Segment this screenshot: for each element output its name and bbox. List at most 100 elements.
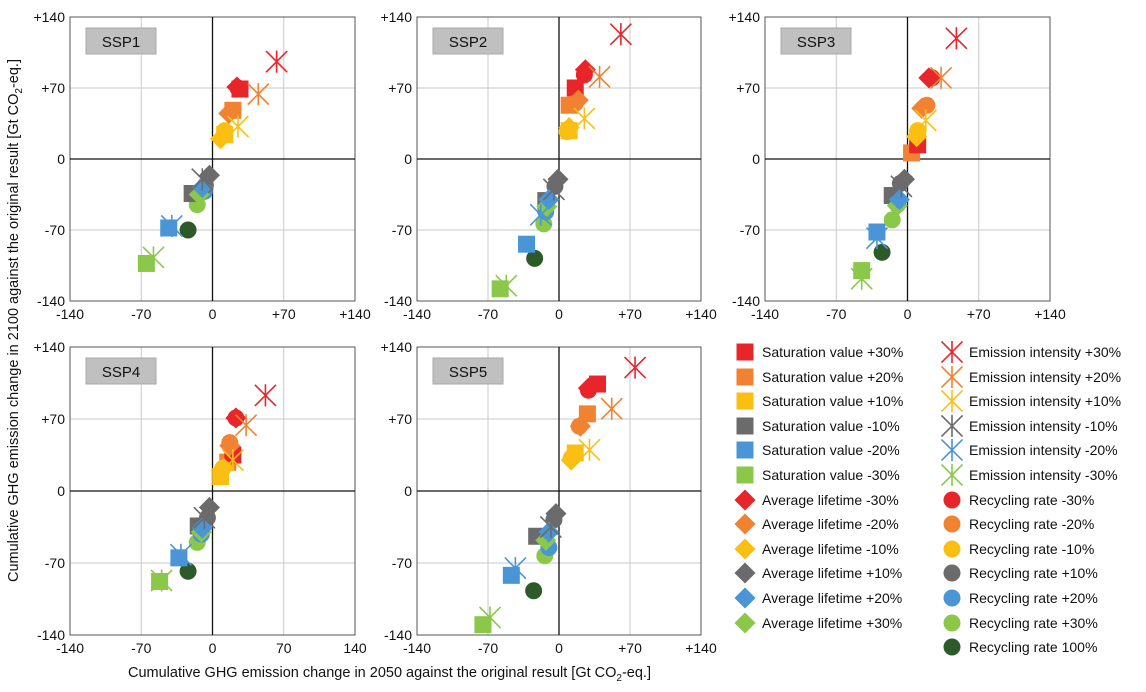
data-point [495,274,518,297]
legend-marker [734,612,756,634]
x-axis-title: Cumulative GHG emission change in 2050 a… [128,665,651,684]
data-point [600,397,623,420]
legend-marker-diamond-icon [734,538,756,560]
y-tick-label: +140 [380,9,412,25]
legend-marker-square-icon [736,441,754,459]
legend-marker-circle-icon [943,564,961,582]
x-tick-label: 0 [555,640,563,656]
data-point [883,211,901,229]
legend-marker-circle-icon [943,638,961,656]
legend-marker [941,341,963,363]
panel-label-badge [432,357,504,385]
data-point [218,102,240,124]
y-tick-label: +70 [388,411,412,427]
legend-marker [734,538,756,560]
x-tick-label: -140 [56,306,84,322]
legend-marker-diamond-icon [734,587,756,609]
data-point [873,243,891,261]
x-tick-label: +70 [618,306,642,322]
y-axis-title-text: Cumulative GHG emission change in 2100 a… [6,93,22,582]
legend-marker-star-icon [941,439,963,462]
legend-label: Saturation value -20% [762,442,900,459]
x-tick-label: 0 [209,306,217,322]
x-tick-label: +140 [685,640,717,656]
legend-item: Recycling rate -10% [941,537,1094,561]
legend-item: Emission intensity -20% [941,438,1118,462]
legend-label: Emission intensity +30% [969,344,1122,360]
data-point [538,521,560,543]
data-point [504,557,527,580]
legend-marker [943,614,961,632]
legend-item: Recycling rate +20% [941,586,1098,610]
data-point [914,109,937,132]
legend-marker-diamond-icon [734,513,756,535]
legend-marker-diamond-icon [734,612,756,634]
data-point [542,178,566,201]
legend-label: Average lifetime +30% [762,614,903,631]
panel-label-badge [85,357,157,385]
panel-ssp2: +140 +70 0 -70 -140-140 -70 0 +70 +140 SSP2 [380,9,717,322]
data-point [623,356,647,379]
legend-label: Emission intensity -20% [969,442,1118,459]
data-point [539,515,562,539]
legend-marker-star-icon [941,464,963,486]
y-axis-title: Cumulative GHG emission change in 2100 a… [6,59,25,582]
data-point [160,214,183,238]
y-tick-label: -70 [740,222,760,238]
data-point [569,415,591,437]
legend-marker-square-icon [736,343,754,361]
y-tick-label: +140 [33,9,65,25]
legend-item: Average lifetime +20% [734,586,902,610]
legend-marker-circle-icon [943,491,961,509]
x-tick-label: +70 [618,640,642,656]
legend-label: Recycling rate 100% [969,639,1098,656]
legend-label: Saturation value +20% [762,368,904,385]
panel-label-badge [85,27,157,55]
legend-item: Saturation value +20% [734,365,903,389]
legend-item: Recycling rate +30% [941,611,1098,635]
legend-label: Emission intensity +10% [969,393,1122,410]
legend-marker-circle-icon [943,589,961,607]
y-tick-label: +70 [736,80,760,96]
y-tick-label: 0 [57,151,65,167]
data-point [169,543,193,566]
legend-label: Saturation value +10% [762,393,904,410]
data-point [226,115,250,138]
data-point [911,97,933,119]
y-tick-label: -70 [45,555,65,571]
legend-marker [736,441,754,459]
data-point [221,449,244,472]
legend-label: Emission intensity -30% [969,467,1118,483]
legend-marker-star-icon [941,365,963,388]
legend-label: Emission intensity +20% [969,368,1122,385]
legend-item: Average lifetime -20% [734,512,899,536]
legend-marker [736,343,754,361]
data-point [918,67,940,89]
legend-label: Average lifetime -20% [762,516,899,533]
x-tick-label: -140 [751,306,779,322]
legend-label: Recycling rate -20% [969,516,1095,533]
legend-label: Recycling rate +30% [969,614,1098,631]
legend-marker [943,515,961,533]
legend-label: Average lifetime -30% [762,491,899,508]
data-point [929,66,953,89]
legend-label: Recycling rate -30% [969,491,1095,508]
data-point [210,128,232,150]
legend-marker-diamond-icon [734,562,756,584]
x-tick-label: +140 [1034,306,1066,322]
legend-marker [943,540,961,558]
data-point [142,246,165,269]
legend-item: Recycling rate -20% [941,512,1094,536]
x-tick-label: +70 [967,306,991,322]
legend-marker [736,368,754,386]
x-tick-label: -70 [131,306,151,322]
legend-marker [941,464,963,486]
legend-marker [943,638,961,656]
panel-label: SSP3 [797,34,835,51]
x-axis-title-text: Cumulative GHG emission change in 2050 a… [128,665,617,681]
legend-marker [734,562,756,584]
data-point [193,506,216,529]
panel-label: SSP1 [102,34,140,51]
